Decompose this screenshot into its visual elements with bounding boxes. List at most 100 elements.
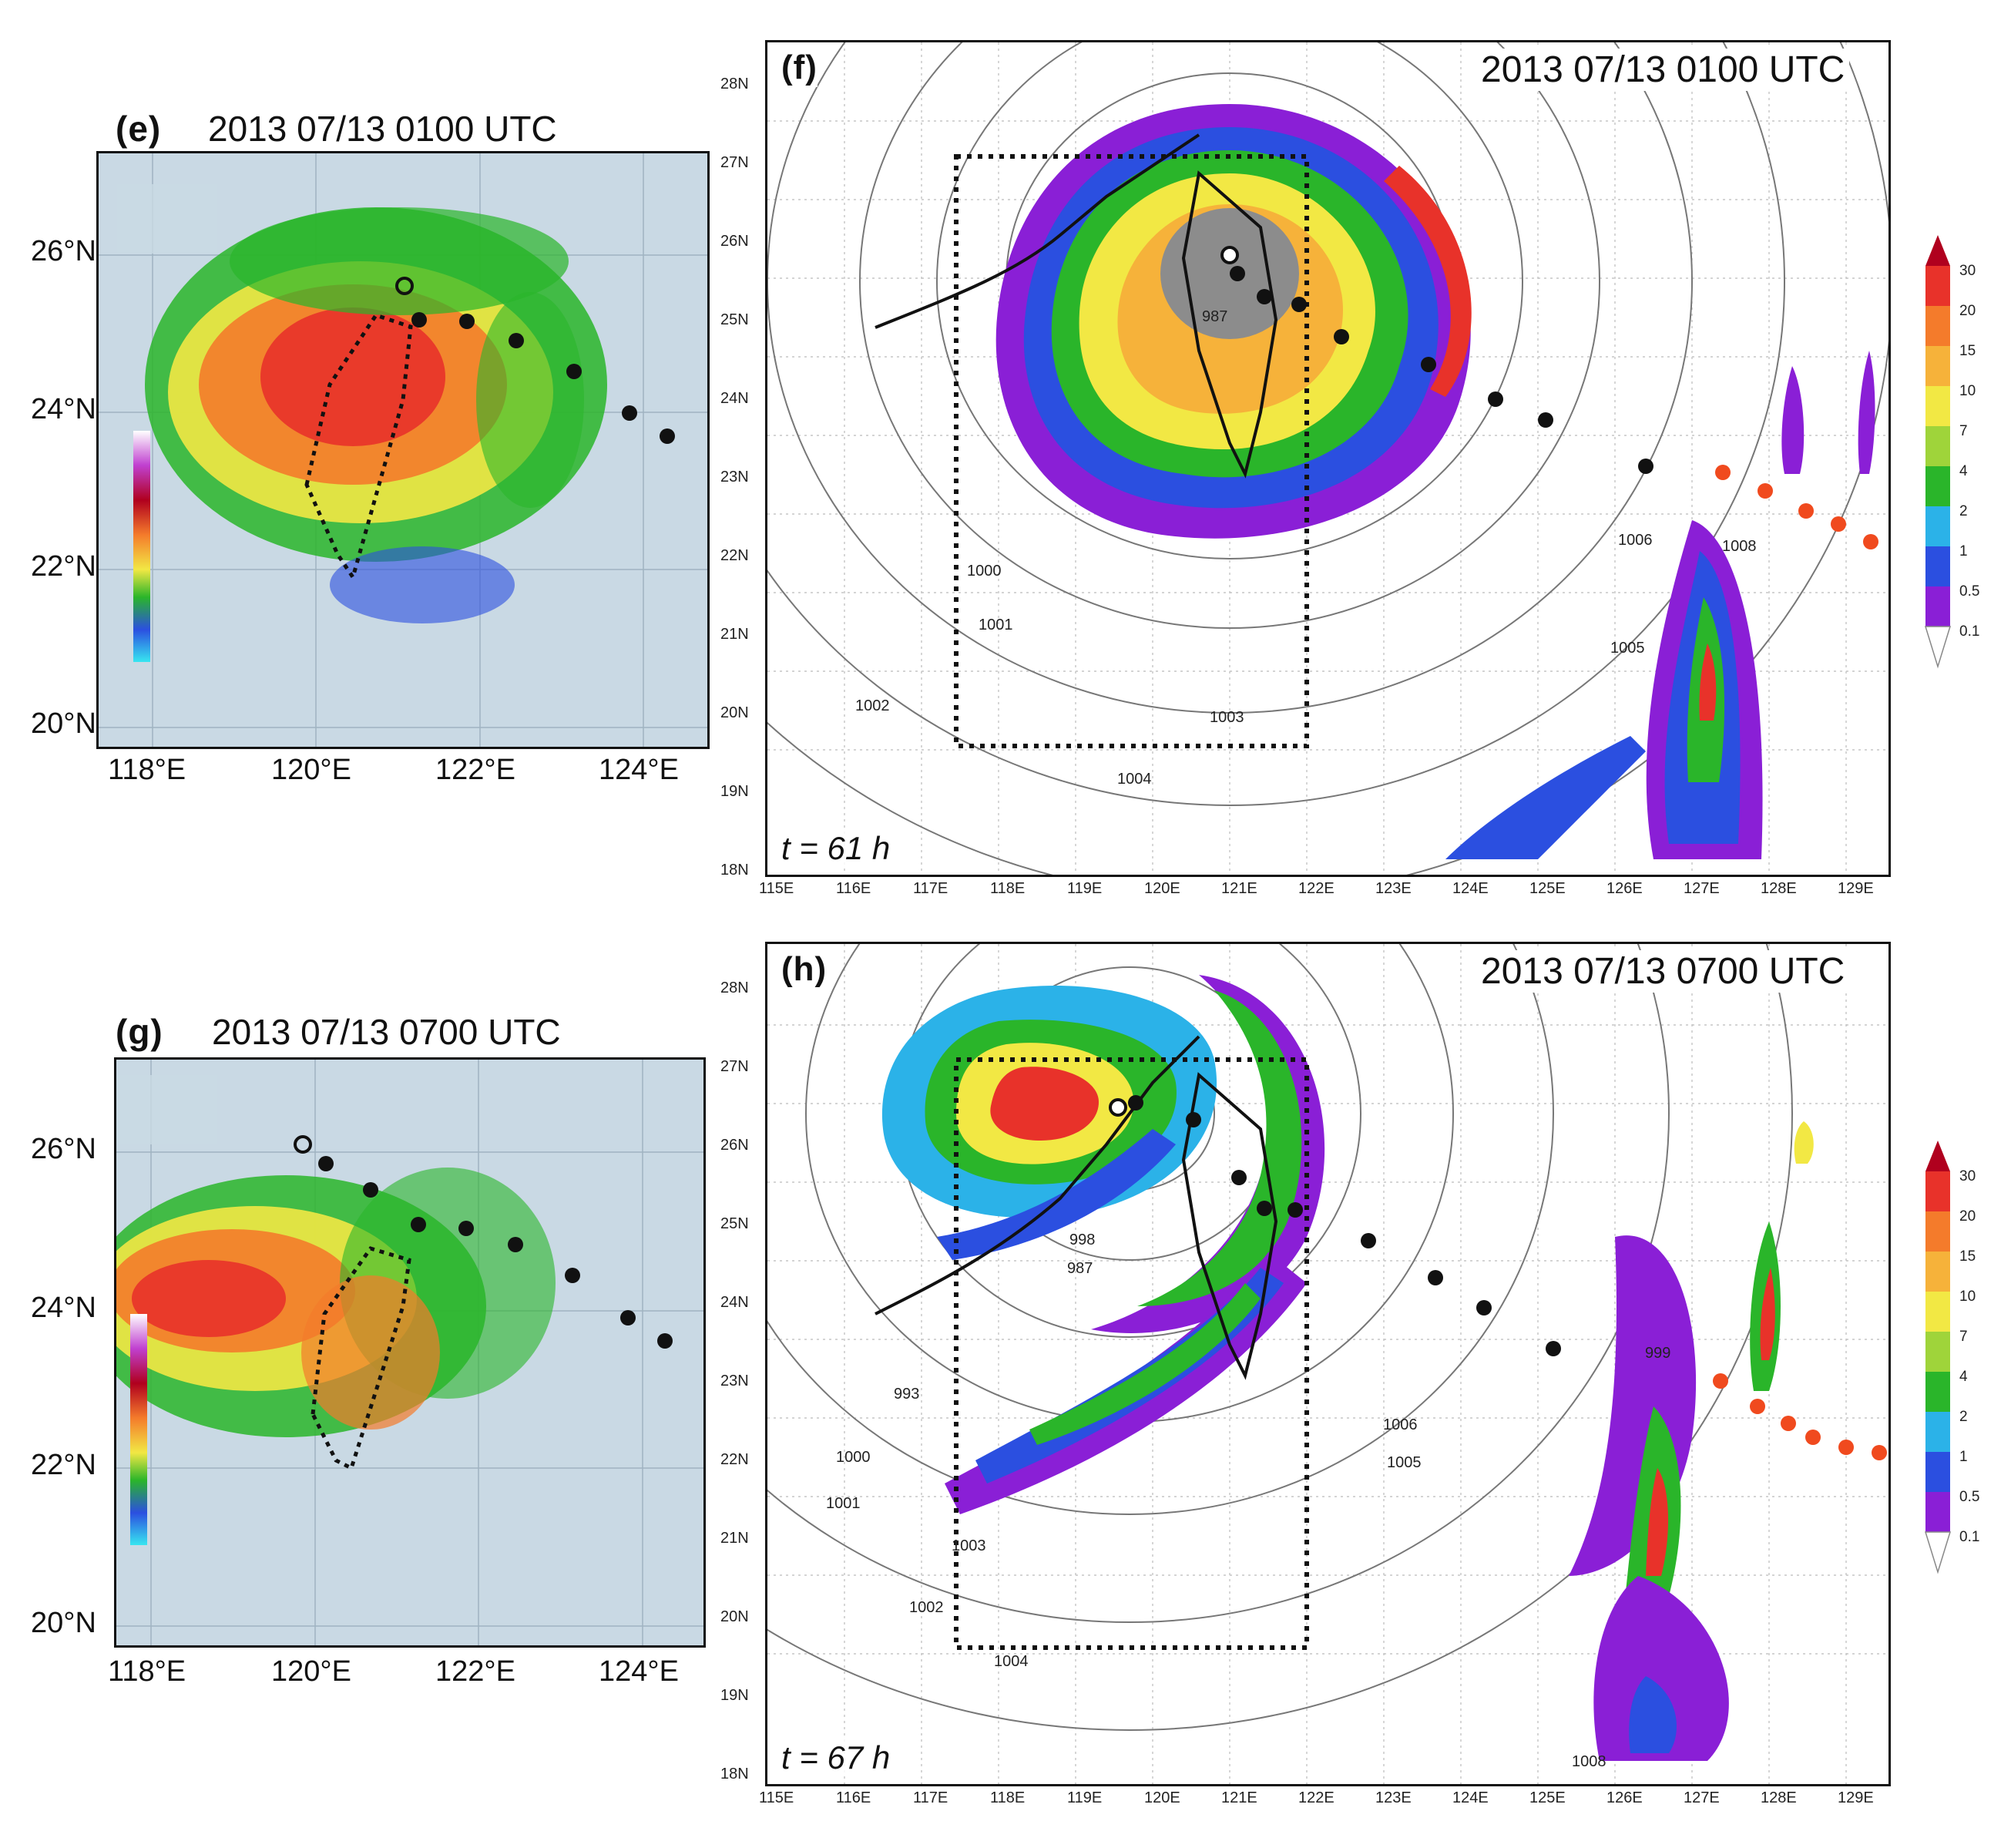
lat-tick: 26N: [720, 233, 749, 250]
lon-tick: 117E: [913, 880, 948, 897]
lon-tick: 123E: [1375, 880, 1412, 897]
lon-label: 120°E: [271, 1655, 351, 1688]
colorbar-h: 30 20 15 10 7 4 2 1 0.5 0.1: [1922, 1141, 1979, 1603]
lat-label: 20°N: [31, 707, 96, 740]
colorbar-label: 0.1: [1959, 1529, 1980, 1545]
isobar-label: 1003: [1210, 709, 1244, 726]
wrf-map-f: 2013 07/13 0100 UTC (f) t = 61 h: [765, 40, 1891, 877]
lat-tick: 22N: [720, 1451, 749, 1468]
colorbar-label: 20: [1959, 1208, 1976, 1225]
lat-label: 26°N: [31, 1133, 96, 1165]
isobar-label: 1002: [855, 697, 890, 714]
lon-tick: 124E: [1452, 880, 1489, 897]
colorbar-label: 15: [1959, 1248, 1976, 1265]
colorbar-label: 2: [1959, 503, 1968, 519]
isobar-label: 998: [1069, 1231, 1096, 1248]
isobar-label: 999: [1645, 1345, 1671, 1362]
panel-label-h: (h): [781, 950, 828, 989]
colorbar-label: 0.5: [1959, 1489, 1980, 1505]
colorbar-label: 2: [1959, 1409, 1968, 1425]
lat-tick: 19N: [720, 783, 749, 800]
lat-tick: 25N: [720, 1215, 749, 1232]
lat-tick: 28N: [720, 76, 749, 92]
isobar-label: 1005: [1387, 1454, 1422, 1471]
colorbar-label: 30: [1959, 1168, 1976, 1184]
lon-tick: 118E: [990, 880, 1026, 897]
lon-label: 118°E: [108, 1655, 186, 1688]
lon-tick: 128E: [1761, 1789, 1797, 1806]
lat-tick: 21N: [720, 626, 749, 643]
wrf-image-h: [767, 944, 1888, 1784]
colorbar-label: 20: [1959, 303, 1976, 319]
colorbar-label: 1: [1959, 543, 1968, 559]
lon-tick: 119E: [1067, 1789, 1103, 1806]
lat-tick: 27N: [720, 1058, 749, 1075]
lat-tick: 24N: [720, 390, 749, 407]
colorbar-label: 0.1: [1959, 623, 1980, 640]
lat-tick: 18N: [720, 862, 749, 879]
panel-title-g: 2013 07/13 0700 UTC: [212, 1012, 561, 1052]
lon-tick: 120E: [1144, 1789, 1180, 1806]
lon-tick: 119E: [1067, 880, 1103, 897]
isobar-label: 1004: [994, 1653, 1029, 1670]
colorbar-label: 15: [1959, 343, 1976, 359]
colorbar-label: 7: [1959, 1329, 1968, 1345]
isobar-label: 1004: [1117, 771, 1152, 788]
wrf-title-h: 2013 07/13 0700 UTC: [1476, 950, 1850, 993]
isobar-label: 1000: [836, 1449, 871, 1466]
colorbar-label: 0.5: [1959, 583, 1980, 600]
lon-tick: 121E: [1221, 880, 1257, 897]
wrf-title-f: 2013 07/13 0100 UTC: [1476, 49, 1850, 91]
lon-tick: 116E: [836, 880, 871, 897]
colorbar-label: 1: [1959, 1449, 1968, 1465]
lat-tick: 24N: [720, 1294, 749, 1311]
lat-tick: 25N: [720, 311, 749, 328]
lon-tick: 126E: [1606, 1789, 1643, 1806]
colorbar-f: 30 20 15 10 7 4 2 1 0.5 0.1: [1922, 235, 1979, 697]
wrf-map-h: 2013 07/13 0700 UTC (h) t = 67 h: [765, 942, 1891, 1786]
lon-tick: 125E: [1529, 1789, 1566, 1806]
lon-tick: 121E: [1221, 1789, 1257, 1806]
forecast-time-h: t = 67 h: [777, 1739, 895, 1776]
lon-label: 122°E: [435, 754, 515, 786]
wrf-image-f: [767, 42, 1888, 875]
lat-tick: 22N: [720, 547, 749, 564]
panel-label-g: (g): [116, 1012, 163, 1052]
lat-tick: 21N: [720, 1530, 749, 1547]
panel-title-e: 2013 07/13 0100 UTC: [208, 109, 557, 149]
lon-tick: 120E: [1144, 880, 1180, 897]
lon-label: 124°E: [599, 1655, 679, 1688]
colorbar-swatches-h: [1924, 1141, 1952, 1574]
lon-tick: 127E: [1684, 880, 1720, 897]
isobar-label: 1008: [1722, 538, 1757, 555]
lat-tick: 28N: [720, 979, 749, 996]
colorbar-label: 7: [1959, 423, 1968, 439]
lat-label: 24°N: [31, 1292, 96, 1324]
isobar-label: 1008: [1572, 1753, 1606, 1770]
colorbar-label: 10: [1959, 1289, 1976, 1305]
panel-label-e: (e): [116, 109, 162, 149]
lon-tick: 117E: [913, 1789, 948, 1806]
lat-tick: 23N: [720, 469, 749, 486]
lat-label: 24°N: [31, 393, 96, 425]
lat-tick: 23N: [720, 1373, 749, 1389]
lat-label: 26°N: [31, 235, 96, 267]
isobar-label: 1003: [952, 1537, 986, 1554]
lon-label: 118°E: [108, 754, 186, 786]
lat-tick: 26N: [720, 1137, 749, 1154]
colorbar-label: 10: [1959, 383, 1976, 399]
radar-map-e: [96, 151, 710, 749]
lat-tick: 20N: [720, 1608, 749, 1625]
lat-label: 22°N: [31, 1449, 96, 1481]
lat-label: 20°N: [31, 1607, 96, 1639]
lon-tick: 126E: [1606, 880, 1643, 897]
lat-tick: 20N: [720, 704, 749, 721]
lon-tick: 116E: [836, 1789, 871, 1806]
isobar-label: 1006: [1618, 532, 1653, 549]
colorbar-label: 4: [1959, 1369, 1968, 1385]
lon-tick: 127E: [1684, 1789, 1720, 1806]
colorbar-label: 30: [1959, 263, 1976, 279]
lon-tick: 118E: [990, 1789, 1026, 1806]
panel-label-f: (f): [781, 49, 817, 87]
lon-tick: 122E: [1298, 880, 1335, 897]
